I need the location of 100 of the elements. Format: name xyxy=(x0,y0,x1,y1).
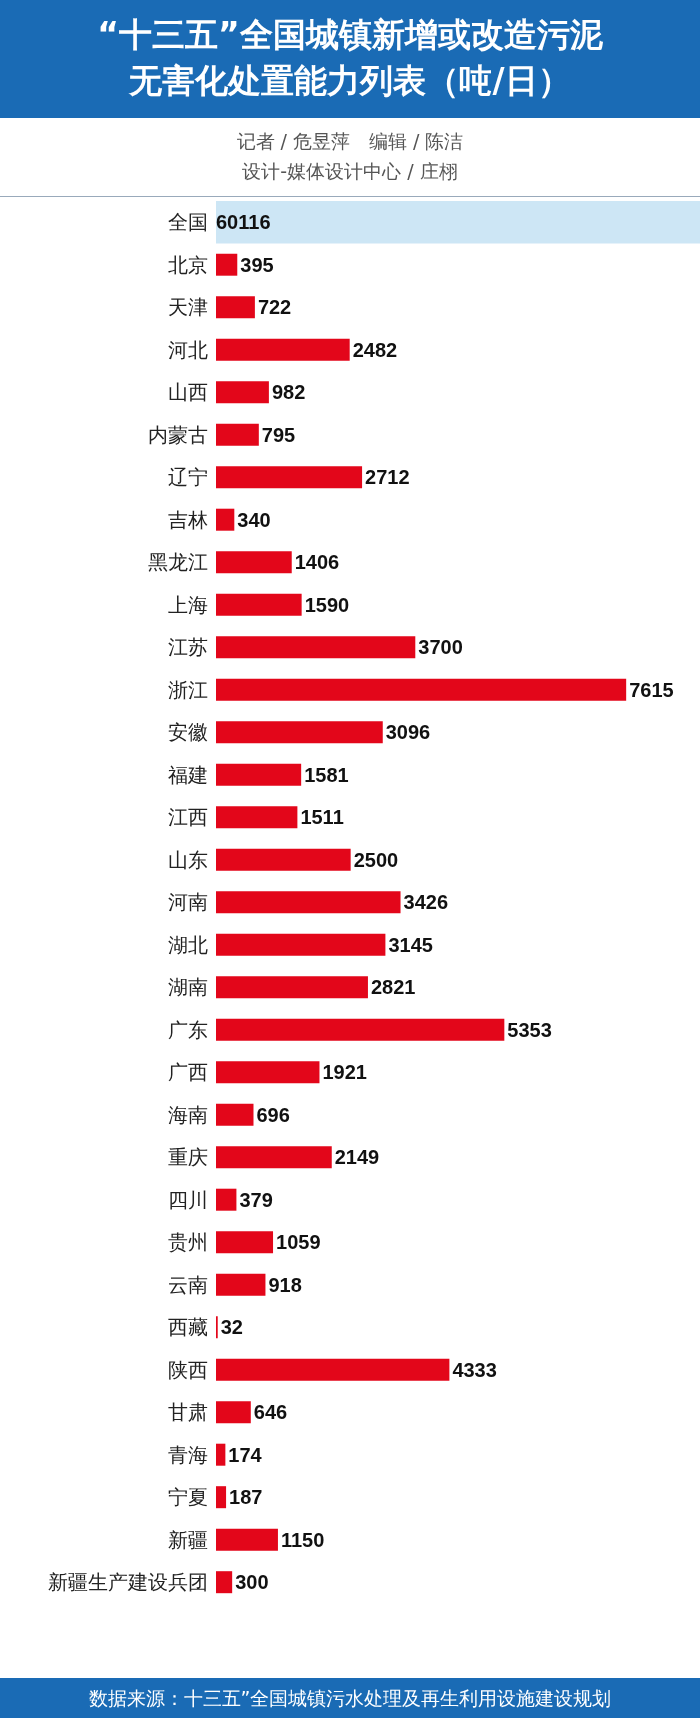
data-label: 32 xyxy=(220,1316,243,1339)
text: 设计-媒体设计中心 / 庄栩 xyxy=(241,159,459,184)
bar xyxy=(216,1231,274,1254)
y-tick-label: 广东 xyxy=(168,1017,208,1042)
y-tick-label: 福建 xyxy=(168,762,208,787)
bar xyxy=(216,976,368,999)
bar xyxy=(216,1358,450,1381)
data-label: 1590 xyxy=(304,593,350,616)
bar xyxy=(216,636,416,659)
data-label: 3700 xyxy=(418,636,463,659)
chart-subtitle: 记者 / 危昱萍 编辑 / 陈洁 xyxy=(235,129,465,154)
y-tick-label: 山东 xyxy=(168,847,208,872)
bar xyxy=(216,551,292,574)
data-label: 3145 xyxy=(388,933,433,956)
data-label: 1581 xyxy=(304,763,349,786)
data-label: 722 xyxy=(257,296,292,319)
y-tick-label: 广西 xyxy=(168,1060,208,1085)
bar xyxy=(216,1188,237,1211)
y-tick-label: 河南 xyxy=(168,890,208,915)
text: 60116 xyxy=(216,211,271,234)
data-label: 5353 xyxy=(507,1018,552,1041)
y-tick-label: 辽宁 xyxy=(168,465,208,490)
bar xyxy=(216,678,627,701)
data-label: 2149 xyxy=(334,1146,380,1169)
bar xyxy=(216,806,298,829)
bar xyxy=(216,1018,505,1041)
bar xyxy=(216,381,269,404)
data-label: 1511 xyxy=(300,806,344,829)
data-label: 4333 xyxy=(452,1358,497,1381)
y-tick-label: 湖北 xyxy=(168,932,208,957)
bar xyxy=(216,1486,227,1509)
data-label: 918 xyxy=(268,1273,302,1296)
data-label: 395 xyxy=(240,253,274,276)
data-label: 696 xyxy=(256,1103,290,1126)
bar xyxy=(216,466,363,489)
bar xyxy=(216,253,238,276)
data-label: 3426 xyxy=(403,891,449,914)
y-tick-label: 新疆 xyxy=(168,1527,208,1552)
data-label: 1406 xyxy=(294,551,340,574)
data-label: 379 xyxy=(239,1188,273,1211)
bar xyxy=(216,1528,278,1551)
data-label: 340 xyxy=(237,508,271,531)
y-tick-label: 吉林 xyxy=(168,507,208,532)
y-tick-label: 新疆生产建设兵团 xyxy=(48,1570,208,1595)
y-tick-label: 江西 xyxy=(168,805,208,830)
bar xyxy=(216,1273,266,1296)
data-label: 646 xyxy=(253,1401,288,1424)
bar xyxy=(216,1103,254,1126)
y-tick-label: 河北 xyxy=(168,337,208,362)
bar xyxy=(216,848,351,871)
y-tick-label: 宁夏 xyxy=(168,1485,208,1510)
bar xyxy=(216,338,350,361)
bar xyxy=(216,933,386,956)
y-tick-label: 云南 xyxy=(168,1272,208,1297)
data-label: 982 xyxy=(271,381,306,404)
y-tick-label: 内蒙古 xyxy=(148,422,208,447)
bar xyxy=(216,1146,332,1169)
y-tick-label: 重庆 xyxy=(168,1145,208,1170)
y-tick-label: 北京 xyxy=(168,252,208,277)
y-tick-label: 江苏 xyxy=(168,635,208,660)
y-tick-label: 上海 xyxy=(168,592,208,617)
data-label: 174 xyxy=(228,1443,263,1466)
bar xyxy=(216,296,255,319)
data-label: 2482 xyxy=(352,338,398,361)
chart-title: “十三五”全国城镇新增或改造污泥无害化处置能力列表（吨/日） xyxy=(96,14,604,102)
bar xyxy=(216,423,259,446)
y-tick-label: 黑龙江 xyxy=(148,550,208,575)
data-label: 1150 xyxy=(280,1528,325,1551)
data-label: 187 xyxy=(229,1486,263,1509)
bar xyxy=(216,721,383,744)
data-label: 7615 xyxy=(629,678,674,701)
y-tick-label: 陕西 xyxy=(168,1357,208,1382)
bar xyxy=(216,593,302,616)
data-label: 795 xyxy=(261,423,296,446)
data-label: 1921 xyxy=(322,1061,367,1084)
bar xyxy=(216,508,235,531)
y-tick-label: 西藏 xyxy=(168,1315,208,1340)
y-tick-label: 全国 xyxy=(168,210,208,235)
data-label: 2821 xyxy=(370,976,416,999)
y-tick-label: 青海 xyxy=(168,1442,208,1467)
data-label: 2712 xyxy=(365,466,410,489)
y-tick-label: 甘肃 xyxy=(168,1400,208,1425)
bar xyxy=(216,1401,251,1424)
source-note: 数据来源：十三五”全国城镇污水处理及再生利用设施建设规划 xyxy=(0,1678,700,1718)
data-label: 2500 xyxy=(353,848,399,871)
bar xyxy=(216,1061,320,1084)
y-tick-label: 安徽 xyxy=(168,720,208,745)
y-tick-label: 浙江 xyxy=(168,677,208,702)
y-tick-label: 海南 xyxy=(168,1102,208,1127)
data-label: 3096 xyxy=(385,721,431,744)
y-tick-label: 四川 xyxy=(168,1187,208,1212)
data-label: 1059 xyxy=(276,1231,321,1254)
bar xyxy=(216,763,302,786)
bar xyxy=(216,1443,226,1466)
bar xyxy=(216,1571,233,1594)
y-tick-label: 贵州 xyxy=(168,1230,208,1255)
bar xyxy=(216,891,401,914)
y-tick-label: 湖南 xyxy=(168,975,208,1000)
y-tick-label: 山西 xyxy=(168,380,208,405)
y-tick-label: 天津 xyxy=(168,295,208,320)
